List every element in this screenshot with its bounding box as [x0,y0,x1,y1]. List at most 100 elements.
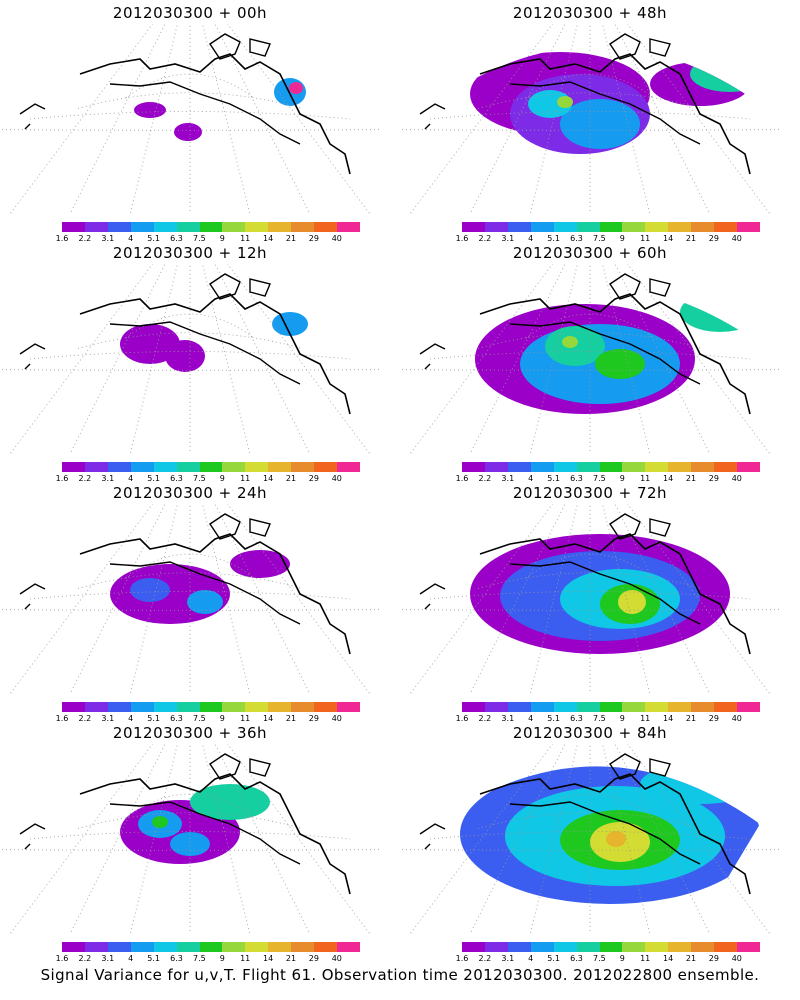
colorbar-swatch [222,942,246,952]
colorbar-tick-label: 3.1 [501,714,515,723]
colorbar-tick-label: 1.6 [455,714,469,723]
colorbar-swatch [199,222,223,232]
colorbar-tick-label: 2.2 [78,234,92,243]
colorbar-swatch [176,942,200,952]
colorbar-tick-label: 1.6 [55,474,69,483]
variance-contour [165,340,205,372]
longitude-gridline [227,24,371,214]
colorbar-tick-label: 6.3 [570,234,583,243]
colorbar-tick-label: 14 [663,234,674,243]
colorbar-tick-label: 3.1 [101,474,115,483]
colorbar-tick-label: 9 [219,234,225,243]
colorbar-tick-label: 9 [619,234,625,243]
colorbar-tick-label: 3.1 [101,954,115,963]
colorbar-swatch [291,222,315,232]
colorbar-tick-label: 1.6 [55,954,69,963]
coastline [109,561,301,625]
colorbar-swatch [714,462,738,472]
colorbar-swatch [62,702,85,712]
coastline [509,81,701,145]
colorbar-ticks: 1.6 2.2 3.1 4 5.1 6.3 7.5 9 11 14 21 29 40 [52,474,372,484]
colorbar-ticks: 1.6 2.2 3.1 4 5.1 6.3 7.5 9 11 14 21 29 40 [452,954,772,964]
longitude-gridline [627,24,771,214]
colorbar-tick-label: 4 [528,714,534,723]
colorbar-tick-label: 40 [731,954,742,963]
colorbar-swatch [576,222,600,232]
colorbar-tick-label: 9 [619,954,625,963]
variance-contour [560,99,640,149]
coastline [19,343,46,370]
colorbar-tick-label: 11 [240,474,251,483]
colorbar-tick-label: 11 [240,234,251,243]
variance-contour [289,82,303,94]
coastline [479,293,751,415]
colorbar-swatch [314,942,338,952]
map-panel: 2012030300 + 84h 1.6 2.2 3.1 4 5.1 6.3 7.5 9 11 14… [400,720,780,963]
latitude-gridline [429,351,751,360]
colorbar-swatch [622,702,646,712]
colorbar-swatch [576,942,600,952]
figure-caption: Signal Variance for u,v,T. Flight 61. Ob… [40,966,760,984]
colorbar-tick-label: 14 [263,714,274,723]
coastline [419,103,446,130]
colorbar-swatch [176,702,200,712]
longitude-gridline [9,264,153,454]
colorbar-swatch [199,942,223,952]
variance-contour [174,123,202,141]
colorbar-tick-label: 1.6 [55,714,69,723]
colorbar-tick-label: 7.5 [193,234,206,243]
colorbar-swatch [714,942,738,952]
longitude-gridline [9,744,153,934]
map-plot [400,504,780,694]
colorbar-tick-label: 29 [308,234,319,243]
colorbar-swatch [484,702,508,712]
arctic-islands [609,273,671,300]
longitude-gridline [227,504,371,694]
longitude-gridline [409,24,553,214]
colorbar-tick-label: 21 [685,954,697,963]
colorbar-swatch [507,702,531,712]
colorbar-swatch [553,222,577,232]
panel-title: 2012030300 + 84h [512,724,668,742]
colorbar-tick-label: 3.1 [501,954,515,963]
colorbar-swatch [645,702,669,712]
colorbar-tick-label: 4 [128,474,134,483]
colorbar-swatch [314,222,338,232]
longitude-gridline [9,24,153,214]
colorbar-tick-label: 40 [331,234,342,243]
colorbar-swatch [507,222,531,232]
map-panel: 2012030300 + 00h 1.6 2.2 3.1 4 5.1 6.3 7.5 9 11 14… [0,0,380,243]
colorbar-swatch [645,942,669,952]
colorbar-swatch [668,462,692,472]
coastline [509,561,701,625]
colorbar-swatch [245,702,269,712]
coastline [19,583,46,610]
variance-contour [170,832,210,856]
colorbar-swatch [553,462,577,472]
variance-contour [690,56,760,92]
latitude-gridline [477,572,703,589]
colorbar-swatch [668,942,692,952]
colorbar-swatch [291,462,315,472]
colorbar-swatch [737,462,760,472]
colorbar-tick-label: 3.1 [501,474,515,483]
colorbar-swatch [462,702,485,712]
colorbar-tick-label: 14 [663,474,674,483]
colorbar [62,462,360,472]
colorbar-swatch [530,462,554,472]
latitude-gridline [429,831,751,840]
map-panel: 2012030300 + 72h 1.6 2.2 3.1 4 5.1 6.3 7.5 9 11 14… [400,480,780,723]
colorbar-swatch [530,942,554,952]
panel-title: 2012030300 + 36h [112,724,268,742]
colorbar-tick-label: 9 [219,954,225,963]
colorbar-tick-label: 9 [619,474,625,483]
colorbar-tick-label: 3.1 [101,234,115,243]
colorbar-tick-label: 14 [263,474,274,483]
coastline [79,773,351,895]
longitude-gridline [9,504,153,694]
colorbar-swatch [576,462,600,472]
colorbar-swatch [245,942,269,952]
colorbar-swatch [153,942,177,952]
colorbar-tick-label: 6.3 [170,474,183,483]
panel-title: 2012030300 + 48h [512,4,668,22]
